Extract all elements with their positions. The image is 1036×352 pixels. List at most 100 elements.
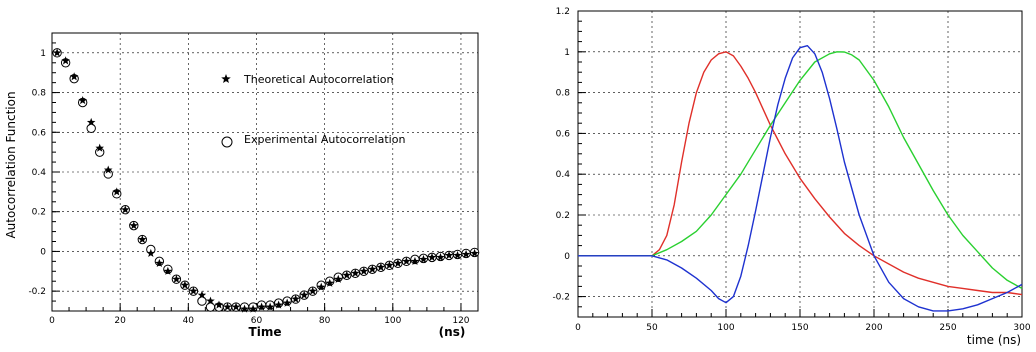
legend-theoretical-label: Theoretical Autocorrelation bbox=[243, 73, 394, 86]
theoretical-point bbox=[427, 252, 437, 262]
theoretical-point bbox=[163, 266, 173, 275]
theoretical-point bbox=[470, 248, 479, 258]
right-y-tick-label: 0.6 bbox=[556, 129, 571, 139]
left-x-tick-label: 0 bbox=[49, 316, 55, 326]
theoretical-point bbox=[180, 280, 190, 289]
experimental-point bbox=[205, 302, 216, 312]
theoretical-point bbox=[52, 48, 62, 57]
left-y-tick-label: 0.4 bbox=[32, 168, 47, 178]
theoretical-point bbox=[351, 268, 360, 277]
blue-pulse-line bbox=[578, 45, 1023, 312]
left-y-tick-label: 0 bbox=[40, 247, 46, 257]
theoretical-point bbox=[376, 262, 386, 271]
green-pulse-line bbox=[578, 51, 1023, 290]
right-x-tick-label: 200 bbox=[865, 323, 882, 333]
theoretical-point bbox=[231, 302, 241, 311]
theoretical-point bbox=[197, 290, 207, 299]
theoretical-point bbox=[393, 258, 403, 267]
theoretical-point bbox=[410, 256, 420, 265]
theoretical-point bbox=[240, 304, 249, 313]
theoretical-point bbox=[368, 264, 377, 273]
theoretical-point bbox=[359, 266, 369, 275]
theoretical-point bbox=[189, 286, 198, 295]
theoretical-point bbox=[325, 278, 335, 287]
right-grid bbox=[578, 11, 1022, 317]
pulse-shapes-chart: 0 50 100 150 200 250 300-0.200.20.40.60.811.2 … bbox=[552, 7, 1030, 347]
theoretical-point bbox=[248, 304, 258, 313]
experimental-point bbox=[197, 296, 207, 306]
theoretical-point bbox=[95, 143, 104, 152]
theoretical-point bbox=[257, 302, 266, 311]
theoretical-point bbox=[155, 258, 164, 267]
theoretical-point bbox=[291, 294, 300, 303]
right-y-tick-label: -0.2 bbox=[552, 293, 570, 303]
right-y-tick-label: 1.2 bbox=[556, 7, 570, 17]
theoretical-point bbox=[78, 96, 87, 105]
right-y-tick-label: 0.2 bbox=[556, 211, 570, 221]
left-y-axis-title: Autocorrelation Function bbox=[4, 91, 18, 238]
autocorrelation-chart: 0 20 40 60 80 100 120 -0.2 0 0.2 0.4 0.6 0.8 1 Theore… bbox=[4, 32, 480, 339]
theoretical-point bbox=[223, 302, 232, 311]
theoretical-point bbox=[120, 205, 130, 214]
theoretical-point bbox=[299, 290, 309, 299]
experimental-point bbox=[86, 123, 96, 134]
theoretical-point bbox=[274, 300, 283, 309]
theoretical-point bbox=[146, 248, 156, 258]
red-pulse-line bbox=[578, 51, 1023, 296]
theoretical-point bbox=[172, 274, 181, 283]
theoretical-point bbox=[436, 252, 445, 262]
left-y-tick-label: -0.2 bbox=[28, 287, 46, 297]
theoretical-point bbox=[402, 256, 411, 265]
theoretical-point bbox=[342, 270, 352, 279]
theoretical-point bbox=[112, 187, 122, 196]
left-x-tick-label: 40 bbox=[183, 316, 195, 326]
left-x-tick-label: 80 bbox=[319, 316, 331, 326]
theoretical-point bbox=[453, 250, 462, 260]
left-points bbox=[52, 48, 480, 313]
right-x-tick-label: 50 bbox=[646, 323, 658, 333]
theoretical-point bbox=[461, 249, 471, 259]
theoretical-point bbox=[333, 274, 343, 283]
right-y-tick-label: 1 bbox=[564, 48, 570, 58]
left-x-tick-label: 100 bbox=[384, 316, 401, 326]
right-x-axis-title: time (ns) bbox=[967, 333, 1021, 347]
legend-experimental-label: Experimental Autocorrelation bbox=[244, 133, 405, 146]
legend-circle-marker bbox=[221, 136, 233, 148]
theoretical-point bbox=[282, 298, 292, 307]
right-x-tick-label: 0 bbox=[575, 323, 581, 333]
left-y-tick-label: 0.8 bbox=[32, 89, 47, 99]
theoretical-point bbox=[265, 302, 275, 311]
theoretical-point bbox=[385, 260, 394, 269]
left-x-axis-unit: (ns) bbox=[439, 325, 466, 339]
right-x-tick-label: 300 bbox=[1013, 323, 1030, 333]
theoretical-point bbox=[214, 300, 224, 309]
left-x-tick-label: 20 bbox=[114, 316, 126, 326]
right-lines bbox=[578, 45, 1023, 312]
theoretical-point bbox=[138, 235, 147, 244]
left-legend: Theoretical Autocorrelation Experimental … bbox=[221, 73, 405, 148]
left-x-tick-label: 120 bbox=[452, 316, 469, 326]
right-y-tick-label: 0.8 bbox=[556, 89, 571, 99]
theoretical-point bbox=[129, 221, 139, 230]
left-y-tick-label: 0.6 bbox=[32, 128, 47, 138]
theoretical-point bbox=[419, 254, 428, 264]
legend-star-marker bbox=[221, 74, 231, 84]
left-ticks: 0 20 40 60 80 100 120 -0.2 0 0.2 0.4 0.6 0.8 1 bbox=[28, 32, 479, 326]
right-ticks: 0 50 100 150 200 250 300 -0.2 0 0.2 0.4 0.6 0.8 1 1.2 bbox=[552, 7, 1030, 333]
theoretical-point bbox=[69, 72, 79, 81]
left-x-axis-title: Time bbox=[249, 325, 282, 339]
theoretical-point bbox=[308, 286, 317, 295]
theoretical-point bbox=[61, 56, 70, 65]
theoretical-point bbox=[86, 117, 96, 126]
right-x-tick-label: 150 bbox=[791, 323, 808, 333]
theoretical-point bbox=[316, 282, 326, 291]
right-y-tick-label: 0.4 bbox=[556, 170, 571, 180]
left-y-tick-label: 1 bbox=[40, 49, 46, 59]
theoretical-point bbox=[103, 165, 113, 174]
left-y-tick-label: 0.2 bbox=[32, 208, 46, 218]
theoretical-point bbox=[444, 250, 454, 260]
right-x-tick-label: 250 bbox=[939, 323, 956, 333]
right-y-tick-label: 0 bbox=[564, 252, 570, 262]
left-x-tick-label: 60 bbox=[251, 316, 263, 326]
theoretical-point bbox=[206, 296, 215, 305]
